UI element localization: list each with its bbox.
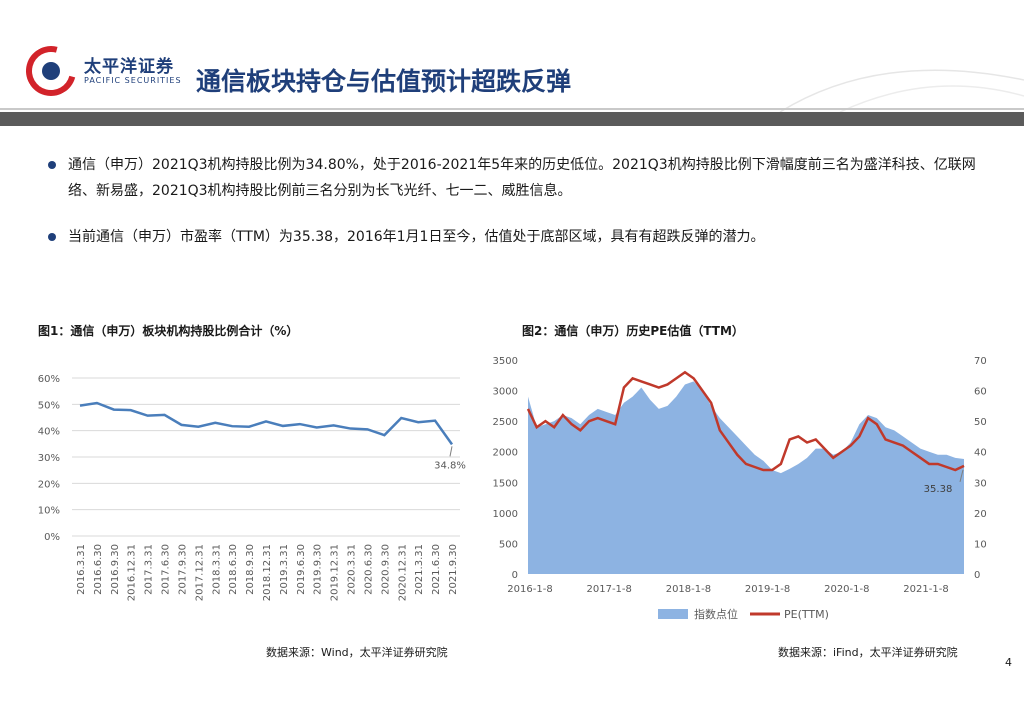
x-tick-label: 2019.9.30 [313,544,324,595]
x-tick-label: 2016.12.31 [127,544,138,601]
logo-chinese-name: 太平洋证券 [84,57,174,77]
left-y-tick-label: 2000 [493,448,518,459]
right-y-tick-label: 50 [974,417,987,428]
x-tick-label: 2017.3.31 [144,544,155,595]
x-tick-label: 2020.9.30 [380,544,391,595]
annotation-leader [449,446,453,457]
company-logo: 太平洋证券 PACIFIC SECURITIES [16,36,192,106]
x-tick-label: 2018.12.31 [262,544,273,601]
x-tick-label: 2021.9.30 [448,544,459,595]
figure1-title: 图1：通信（申万）板块机构持股比例合计（%） [38,324,299,338]
x-tick-label: 2020.6.30 [363,544,374,595]
logo-english-name: PACIFIC SECURITIES [84,76,182,85]
right-y-tick-label: 10 [974,539,987,550]
header-divider-thin [0,108,1024,110]
header-decoration [779,69,1024,112]
x-tick-label: 2016.6.30 [93,544,104,595]
right-y-tick-label: 40 [974,448,987,459]
bullet-dot-icon [48,161,56,169]
left-y-tick-label: 3500 [493,356,518,367]
pe-valuation-chart: 0 500 1000 1500 2000 2500 3000 3500 0 10 20 30 40 50 6… [493,356,987,621]
x-tick-label: 2017-1-8 [587,584,632,595]
right-y-tick-label: 20 [974,509,987,520]
x-tick-label: 2017.6.30 [161,544,172,595]
legend-swatch-index [658,609,688,619]
page-title: 通信板块持仓与估值预计超跌反弹 [196,67,572,96]
x-tick-label: 2018.6.30 [228,544,239,595]
bullet-text: 通信（申万）2021Q3机构持股比例为34.80%，处于2016-2021年5年… [68,157,976,199]
x-tick-label: 2018.9.30 [245,544,256,595]
left-y-tick-label: 3000 [493,387,518,398]
x-tick-label: 2018-1-8 [666,584,711,595]
bullet-text: 当前通信（申万）市盈率（TTM）为35.38，2016年1月1日至今，估值处于底… [68,229,765,245]
x-tick-label: 2019-1-8 [745,584,790,595]
left-y-tick-label: 500 [499,539,518,550]
annotation-leader [959,469,964,482]
right-y-tick-label: 70 [974,356,987,367]
x-tick-label: 2016.3.31 [76,544,87,595]
annotation-label: 35.38 [924,484,953,495]
x-tick-label: 2020.3.31 [347,544,358,595]
right-y-tick-label: 60 [974,387,987,398]
legend-label-pe: PE(TTM) [784,608,829,621]
bullet-item: 当前通信（申万）市盈率（TTM）为35.38，2016年1月1日至今，估值处于底… [48,224,988,250]
y-tick-label: 50% [38,400,60,411]
x-tick-label: 2016.9.30 [110,544,121,595]
logo-dot-icon [42,62,60,80]
left-y-tick-label: 0 [512,570,518,581]
y-tick-label: 60% [38,374,60,385]
x-tick-label: 2020.12.31 [397,544,408,601]
x-tick-label: 2021.6.30 [431,544,442,595]
x-tick-label: 2021-1-8 [903,584,948,595]
figure1-source: 数据来源：Wind，太平洋证券研究院 [266,646,448,659]
page-number: 4 [1005,656,1012,669]
x-tick-label: 2017.12.31 [194,544,205,601]
x-tick-label: 2019.12.31 [330,544,341,601]
summary-bullets: 通信（申万）2021Q3机构持股比例为34.80%，处于2016-2021年5年… [48,152,988,264]
right-y-tick-label: 0 [974,570,980,581]
x-tick-label: 2019.3.31 [279,544,290,595]
right-y-tick-label: 30 [974,478,987,489]
x-tick-label: 2019.6.30 [296,544,307,595]
legend-label-index: 指数点位 [694,607,738,621]
y-tick-label: 30% [38,453,60,464]
figure2-source: 数据来源：iFind，太平洋证券研究院 [778,646,958,659]
x-tick-label: 2020-1-8 [824,584,869,595]
index-area [528,381,964,574]
bullet-item: 通信（申万）2021Q3机构持股比例为34.80%，处于2016-2021年5年… [48,152,988,204]
y-tick-label: 40% [38,427,60,438]
left-y-tick-label: 1500 [493,478,518,489]
bullet-dot-icon [48,233,56,241]
x-tick-label: 2017.9.30 [177,544,188,595]
x-tick-label: 2021.3.31 [414,544,425,595]
annotation-label: 34.8% [434,460,466,471]
y-tick-label: 20% [38,479,60,490]
y-tick-label: 10% [38,506,60,517]
header-divider-band [0,112,1024,126]
x-tick-label: 2018.3.31 [211,544,222,595]
holding-ratio-line [79,401,454,446]
holding-ratio-chart: 0% 10% 20% 30% 40% 50% 60% 2016.3.31 2016.6.30 20… [38,374,466,601]
left-y-tick-label: 1000 [493,509,518,520]
y-tick-label: 0% [44,532,60,543]
x-tick-label: 2016-1-8 [507,584,552,595]
left-y-tick-label: 2500 [493,417,518,428]
figure2-title: 图2：通信（申万）历史PE估值（TTM） [522,324,744,338]
slide-header: 太平洋证券 PACIFIC SECURITIES 通信板块持仓与估值预计超跌反弹 [0,0,1024,112]
